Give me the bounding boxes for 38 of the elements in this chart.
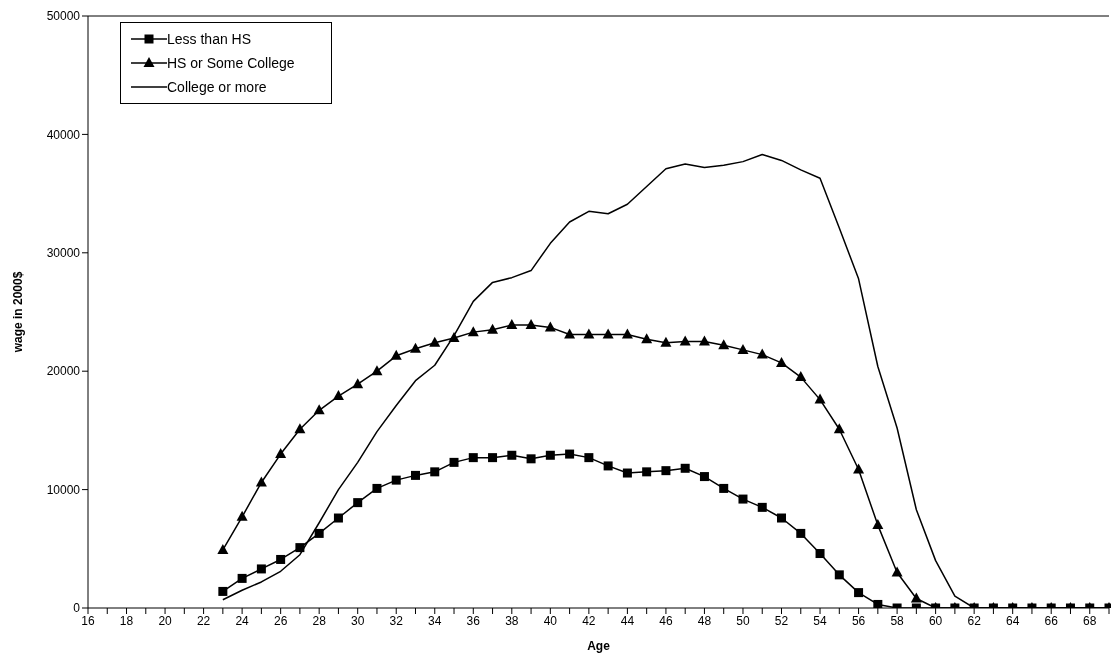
- x-tick-label: 48: [697, 613, 712, 628]
- x-tick-label: 64: [1006, 613, 1020, 628]
- x-tick-label: 34: [428, 613, 442, 628]
- legend-label: Less than HS: [167, 31, 252, 47]
- x-tick-label: 16: [81, 613, 95, 628]
- x-tick-label: 18: [119, 613, 134, 628]
- x-tick-label: 26: [273, 613, 288, 628]
- x-tick-label: 22: [196, 613, 211, 628]
- y-tick-label: 20000: [46, 364, 81, 379]
- y-tick-label: 40000: [46, 127, 81, 142]
- x-tick-label: 38: [505, 613, 519, 628]
- y-tick-label: 50000: [46, 9, 81, 24]
- x-axis-title: Age: [587, 639, 611, 653]
- x-tick-label: 36: [466, 613, 481, 628]
- x-tick-label: 56: [851, 613, 866, 628]
- x-tick-label: 28: [312, 613, 327, 628]
- x-tick-label: 68: [1083, 613, 1097, 628]
- x-tick-label: 30: [351, 613, 365, 628]
- x-tick-label: 58: [890, 613, 905, 628]
- x-tick-label: 44: [620, 613, 635, 628]
- legend-label: College or more: [167, 79, 267, 95]
- y-tick-label: 0: [73, 601, 81, 616]
- x-tick-label: 24: [235, 613, 250, 628]
- x-tick-label: 50: [736, 613, 750, 628]
- y-tick-label: 10000: [46, 482, 81, 497]
- x-tick-label: 40: [543, 613, 558, 628]
- x-tick-label: 54: [813, 613, 828, 628]
- x-tick-label: 60: [928, 613, 943, 628]
- x-tick-label: 42: [582, 613, 596, 628]
- x-tick-label: 46: [659, 613, 673, 628]
- x-tick-label: 62: [967, 613, 982, 628]
- legend-label: HS or Some College: [167, 55, 295, 71]
- y-axis-title: wage in 2000$: [11, 271, 26, 354]
- x-tick-label: 52: [774, 613, 789, 628]
- x-tick-label: 20: [158, 613, 173, 628]
- y-tick-label: 30000: [46, 246, 81, 261]
- x-tick-label: 66: [1044, 613, 1059, 628]
- x-tick-label: 32: [389, 613, 404, 628]
